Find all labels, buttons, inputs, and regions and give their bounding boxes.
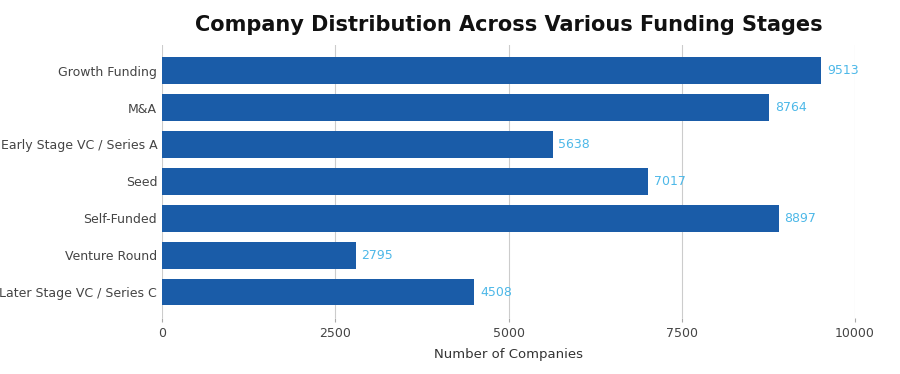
Bar (162, 57, 822, 84)
Text: 8897: 8897 (784, 212, 816, 225)
Bar (162, 205, 778, 232)
Bar (162, 279, 474, 306)
Text: 2795: 2795 (361, 249, 393, 262)
Text: 9513: 9513 (827, 64, 859, 77)
Title: Company Distribution Across Various Funding Stages: Company Distribution Across Various Fund… (194, 15, 823, 35)
Bar (162, 168, 648, 195)
Text: 7017: 7017 (653, 175, 686, 188)
X-axis label: Number of Companies: Number of Companies (434, 348, 583, 361)
Text: 5638: 5638 (558, 138, 590, 151)
Bar (162, 242, 356, 269)
Text: 8764: 8764 (775, 101, 806, 114)
Bar (162, 94, 770, 121)
Bar (162, 131, 553, 158)
Text: 4508: 4508 (480, 286, 512, 299)
